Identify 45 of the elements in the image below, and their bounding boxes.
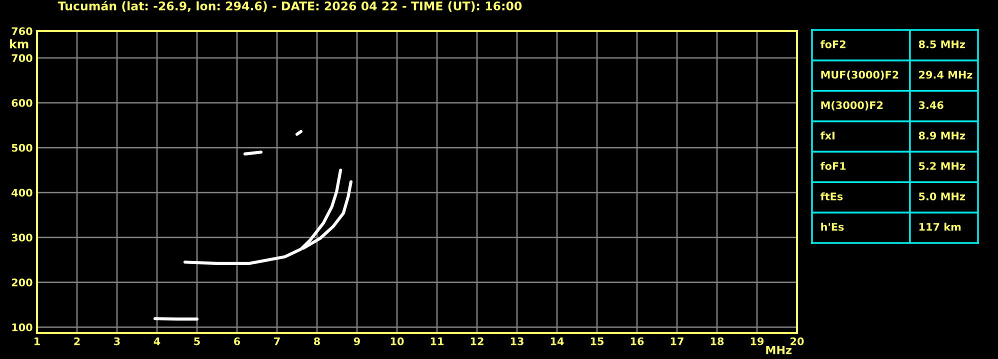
x-tick-label: 11: [430, 337, 444, 346]
text: 29.4 MHz: [919, 70, 972, 79]
text: 5.0 MHz: [919, 192, 965, 200]
y-tick-label: 600: [12, 99, 32, 107]
x-tick-label: 17: [670, 337, 684, 346]
text: ftEs: [820, 192, 843, 200]
text: 8.5 MHz: [918, 40, 965, 48]
text: MUF(3000)F2: [821, 70, 898, 80]
x-tick-label: 18: [710, 337, 724, 346]
y-axis-title: km: [10, 39, 28, 48]
x-tick-label: 19: [750, 337, 764, 346]
y-tick-label: 400: [12, 188, 32, 197]
y-tick-label: 100: [12, 323, 32, 332]
x-tick-label: 10: [390, 337, 404, 346]
text: foF2: [820, 40, 846, 48]
y-tick-label: 200: [12, 278, 32, 286]
x-tick-label: 12: [470, 337, 484, 346]
x-tick-label: 8: [314, 337, 320, 346]
x-tick-label: 16: [630, 337, 644, 346]
text: h'Es: [821, 222, 844, 231]
text: 5.2 MHz: [919, 162, 965, 170]
x-tick-label: 4: [154, 337, 160, 346]
text: M(3000)F2: [821, 101, 883, 110]
text: 3.46: [918, 101, 944, 110]
x-tick-label: 2: [74, 337, 80, 346]
x-tick-label: 7: [274, 337, 280, 346]
text: foF1: [820, 162, 846, 170]
y-tick-label: 300: [12, 234, 32, 242]
text: 117 km: [919, 222, 961, 231]
x-axis-title: MHz: [766, 346, 792, 354]
y-tick-label: 760: [12, 27, 32, 36]
text: fxI: [820, 131, 834, 140]
y-tick-label: 700: [12, 54, 32, 62]
chart-title: Tucumán (lat: -26.9, lon: 294.6) - DATE: 2026 04 22 - TIME (UT): 16:00: [58, 0, 522, 12]
x-tick-label: 5: [194, 337, 200, 346]
x-tick-label: 20: [790, 337, 804, 346]
x-tick-label: 1: [34, 337, 40, 346]
x-tick-label: 14: [550, 337, 564, 346]
x-tick-label: 15: [590, 337, 604, 346]
x-tick-label: 3: [114, 337, 120, 346]
y-tick-label: 500: [12, 144, 32, 152]
text: 8.9 MHz: [918, 132, 965, 140]
x-tick-label: 6: [234, 337, 240, 346]
x-tick-label: 9: [354, 337, 360, 346]
x-tick-label: 13: [510, 337, 524, 346]
